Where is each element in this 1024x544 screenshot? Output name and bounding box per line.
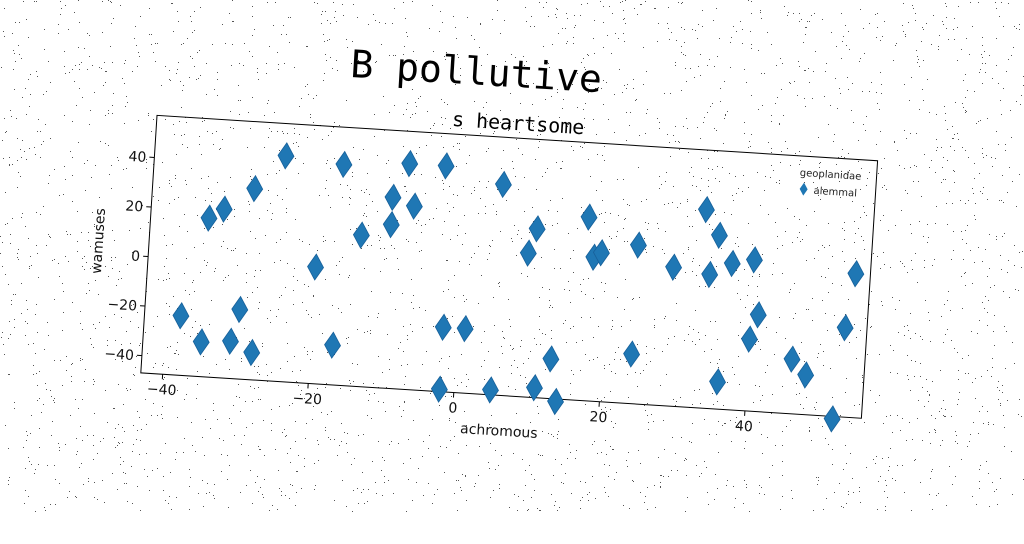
data-point-diamond	[711, 222, 729, 249]
y-axis-ticks: −40 −20 0 20 40	[104, 148, 155, 364]
x-axis-label: achromous	[460, 421, 538, 442]
data-point-diamond	[547, 388, 565, 415]
data-point-diamond	[243, 339, 261, 366]
data-point-diamond	[401, 150, 419, 177]
legend-title: geoplanidae	[799, 168, 861, 183]
legend-marker-diamond	[799, 182, 808, 195]
data-point-diamond	[437, 152, 455, 179]
x-tick-label: −20	[292, 390, 322, 408]
data-point-diamond	[324, 332, 342, 359]
y-tick-label: −20	[107, 297, 137, 315]
y-tick-label: 0	[131, 248, 141, 265]
y-tick-label: −40	[104, 346, 134, 364]
data-point-diamond	[222, 328, 240, 355]
data-point-diamond	[749, 301, 767, 328]
data-point-diamond	[307, 254, 325, 281]
data-point-diamond	[665, 254, 683, 281]
x-tick-label: −40	[146, 381, 176, 399]
data-point-diamond	[698, 196, 716, 223]
axes-title: s heartsome	[451, 107, 585, 139]
data-point-diamond	[495, 171, 513, 198]
data-point-diamond	[172, 302, 190, 329]
data-point-diamond	[456, 315, 474, 342]
data-point-diamond	[741, 326, 759, 353]
y-axis-label: wamuses	[89, 208, 109, 275]
data-point-diamond	[630, 232, 648, 259]
data-point-diamond	[277, 142, 295, 169]
data-point-diamond	[847, 260, 865, 287]
data-point-diamond	[823, 405, 841, 432]
x-axis-ticks: −40 −20 0 20 40	[146, 373, 753, 435]
data-point-diamond	[246, 175, 264, 202]
data-point-diamond	[406, 193, 424, 220]
data-point-diamond	[797, 361, 815, 388]
data-point-diamond	[623, 341, 641, 368]
data-point-diamond	[335, 151, 353, 178]
x-tick-label: 20	[589, 409, 608, 426]
y-tick-label: 40	[128, 149, 147, 166]
data-point-diamond	[580, 204, 598, 231]
y-tick-label: 20	[125, 198, 144, 215]
data-point-diamond	[528, 215, 546, 242]
data-point-diamond	[384, 184, 402, 211]
data-point-diamond	[200, 205, 218, 232]
data-point-diamond	[701, 261, 719, 288]
data-point-diamond	[215, 196, 233, 223]
data-point-diamond	[836, 314, 854, 341]
data-point-diamond	[382, 211, 400, 238]
plot-frame	[141, 115, 878, 418]
data-point-diamond	[192, 328, 210, 355]
legend-series-label: alemmal	[813, 186, 857, 200]
data-point-diamond	[431, 376, 449, 403]
data-points	[168, 136, 870, 433]
data-point-diamond	[353, 222, 371, 249]
data-point-diamond	[709, 368, 727, 395]
data-point-diamond	[723, 250, 741, 277]
data-point-diamond	[746, 246, 764, 273]
data-point-diamond	[482, 376, 500, 403]
data-point-diamond	[783, 346, 801, 373]
data-point-diamond	[231, 296, 249, 323]
x-tick-label: 40	[735, 418, 754, 435]
x-tick-label: 0	[448, 400, 458, 417]
data-point-diamond	[542, 345, 560, 372]
data-point-diamond	[520, 240, 538, 267]
legend: geoplanidae alemmal	[798, 168, 861, 200]
data-point-diamond	[434, 314, 452, 341]
